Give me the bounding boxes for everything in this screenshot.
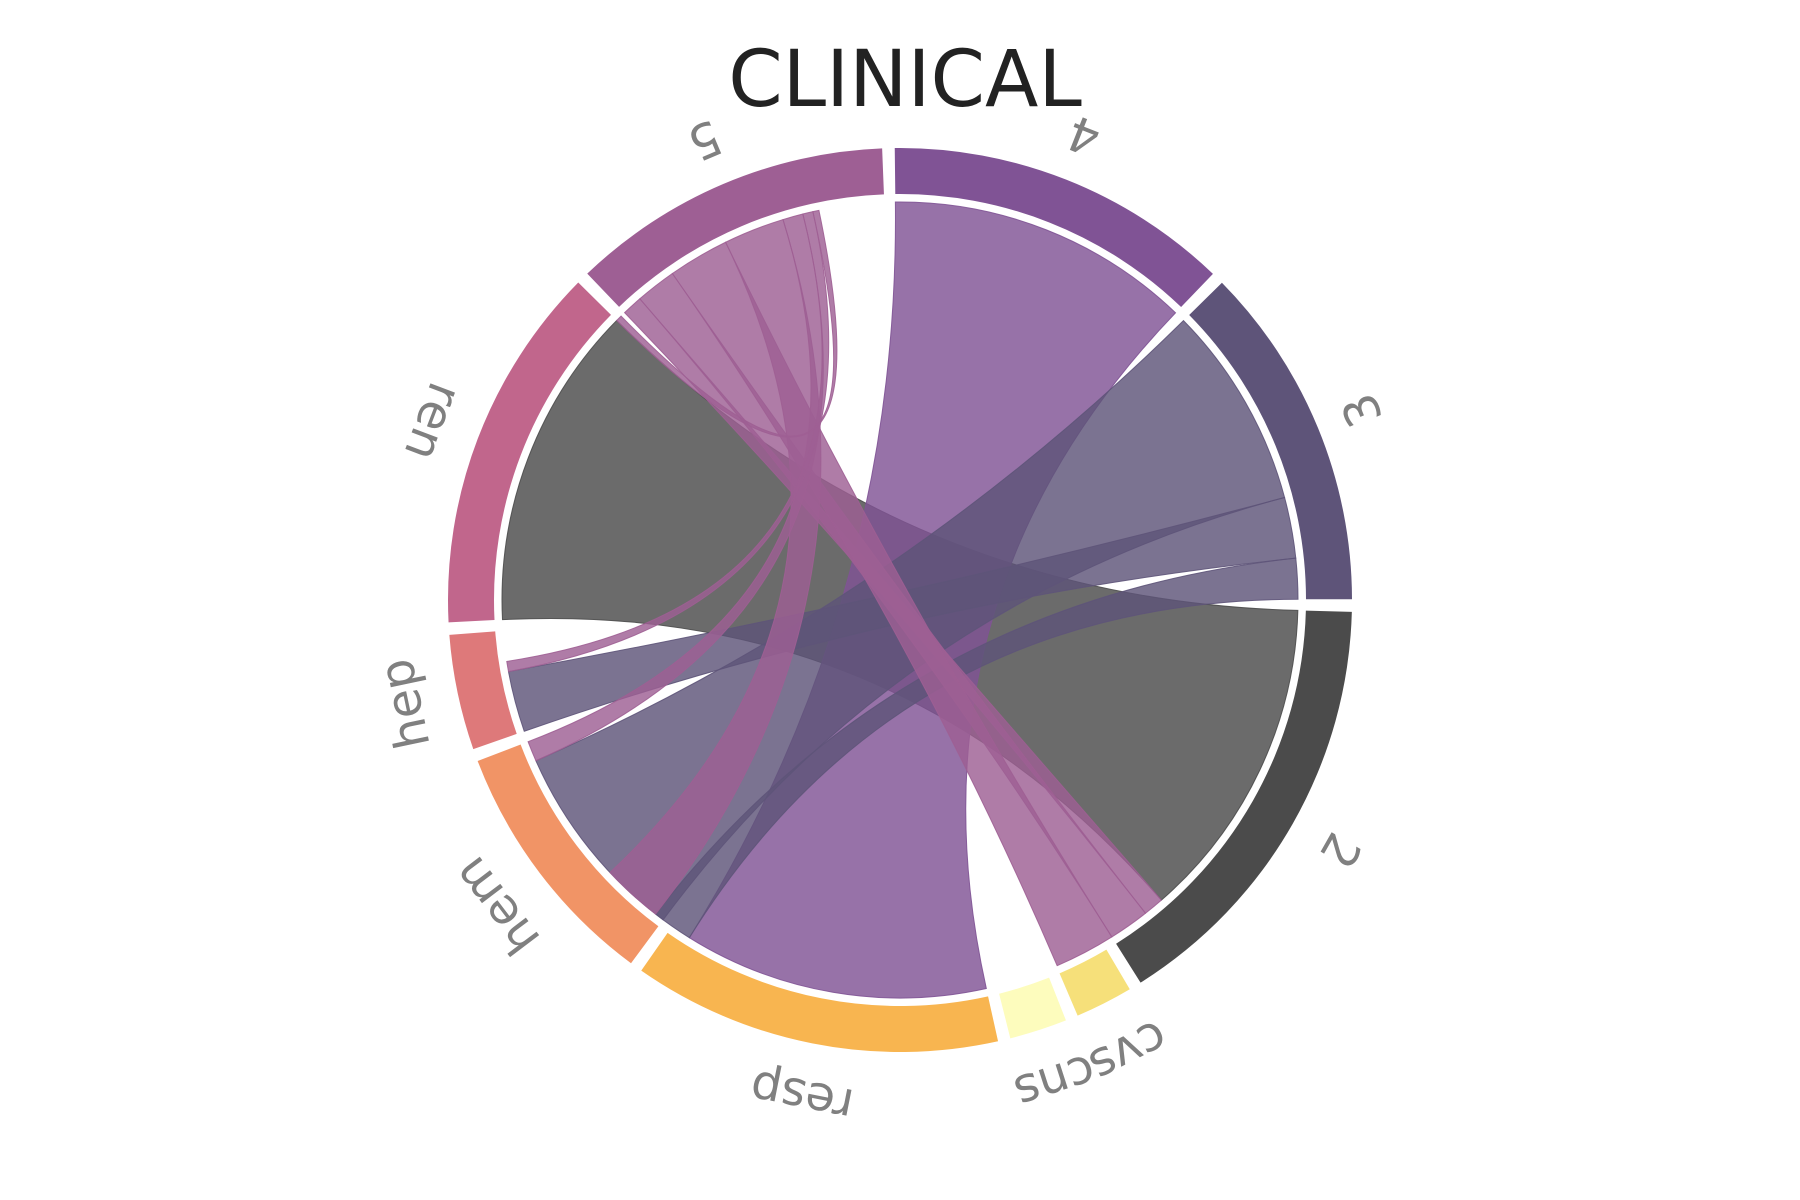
segment-arc-4 — [894, 147, 1213, 308]
chart-title: CLINICAL — [728, 35, 1082, 125]
segment-arc-5 — [587, 148, 884, 307]
segment-arc-hem — [477, 744, 659, 964]
segment-label-2: 2 — [1308, 823, 1372, 877]
segment-arc-hep — [449, 631, 517, 750]
chord-5-hep-10 — [506, 211, 830, 673]
segment-label-ren: ren — [393, 375, 473, 468]
segment-label-resp: resp — [745, 1059, 858, 1134]
segment-label-3: 3 — [1331, 385, 1394, 435]
chord-3-resp-4 — [654, 557, 1299, 939]
segment-label-5: 5 — [679, 108, 729, 171]
segment-arc-ren — [448, 282, 612, 623]
segment-arcs-group — [448, 147, 1352, 1052]
chords-group — [501, 201, 1299, 999]
segment-arc-resp — [641, 932, 999, 1052]
chord-5-ren-11 — [615, 209, 838, 438]
segment-label-cns: cns — [1007, 1042, 1102, 1120]
segment-arc-3 — [1189, 282, 1352, 600]
segment-label-hep: hep — [368, 654, 441, 754]
segment-arc-cns — [999, 977, 1066, 1039]
segment-arc-cvs — [1059, 949, 1130, 1016]
segment-arc-2 — [1116, 610, 1352, 983]
